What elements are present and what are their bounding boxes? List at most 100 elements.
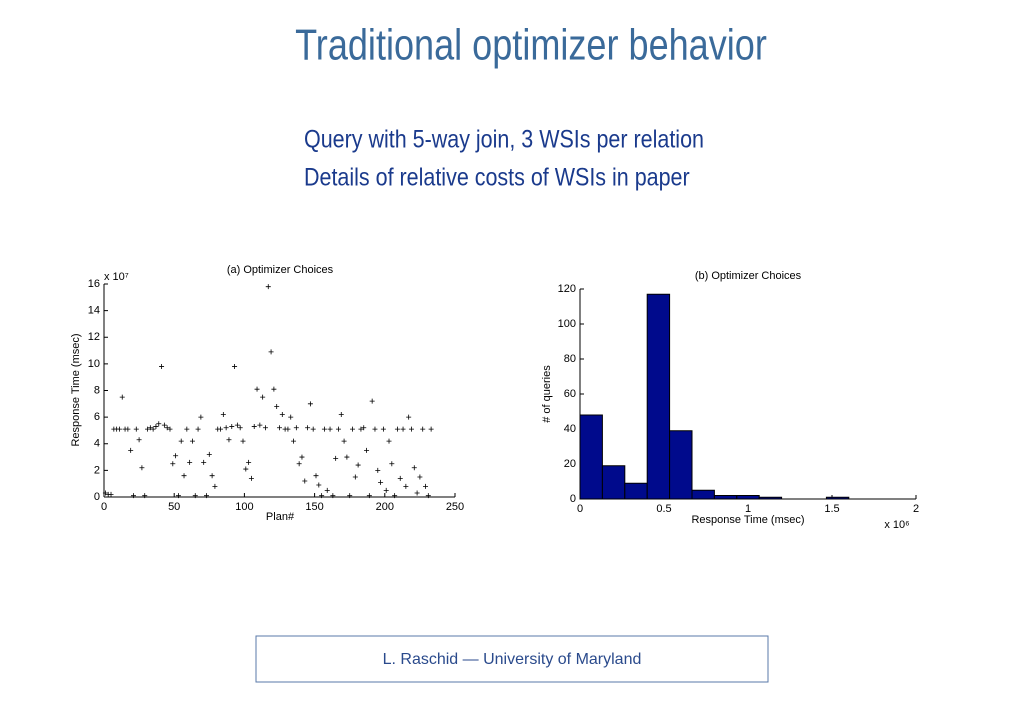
point <box>321 426 327 432</box>
point <box>299 454 305 460</box>
point <box>288 414 294 420</box>
point <box>142 493 148 499</box>
point <box>330 493 336 499</box>
point <box>130 493 136 499</box>
x-tick-label: 1 <box>745 503 751 515</box>
x-tick-label: 50 <box>168 501 180 513</box>
point <box>150 426 156 432</box>
point <box>184 426 190 432</box>
point <box>175 493 181 499</box>
point <box>102 490 108 496</box>
point <box>347 493 353 499</box>
y-tick-label: 8 <box>94 384 100 396</box>
point <box>156 421 162 427</box>
bar <box>669 430 693 500</box>
point <box>380 426 386 432</box>
axis-multiplier: x 10⁶ <box>884 519 909 531</box>
y-tick-label: 80 <box>564 353 576 365</box>
point <box>305 425 311 431</box>
point <box>406 414 412 420</box>
point <box>341 438 347 444</box>
point <box>403 483 409 489</box>
point <box>170 461 176 467</box>
point <box>164 425 170 431</box>
x-tick-label: 0 <box>101 501 107 513</box>
point <box>229 423 235 429</box>
y-tick-label: 20 <box>564 458 576 470</box>
point <box>277 425 282 431</box>
point <box>372 426 378 432</box>
point <box>400 426 406 432</box>
point <box>394 426 400 432</box>
x-tick-label: 2 <box>913 503 919 515</box>
point <box>161 422 167 428</box>
chart-title: (a) Optimizer Choices <box>227 264 334 276</box>
point <box>378 479 384 485</box>
point <box>167 426 173 432</box>
point <box>310 426 316 432</box>
point <box>319 493 325 499</box>
point <box>237 425 243 431</box>
point <box>361 425 367 431</box>
point <box>198 414 204 420</box>
point <box>271 386 277 392</box>
point <box>226 437 232 443</box>
point <box>392 493 398 499</box>
point <box>173 453 179 459</box>
point <box>386 438 392 444</box>
point <box>425 493 431 499</box>
bar <box>758 496 783 500</box>
bar <box>713 495 738 500</box>
point <box>203 493 209 499</box>
axis-multiplier: x 10⁷ <box>104 271 129 283</box>
point <box>338 411 344 417</box>
point <box>192 493 198 499</box>
x-tick-label: 100 <box>235 501 253 513</box>
x-tick-label: 200 <box>376 501 394 513</box>
point <box>220 411 226 417</box>
point <box>274 403 280 409</box>
point <box>262 425 268 431</box>
point <box>128 447 134 453</box>
y-tick-label: 60 <box>564 388 576 400</box>
bar <box>624 482 648 500</box>
point <box>335 426 341 432</box>
point <box>291 438 297 444</box>
bar <box>601 465 626 500</box>
y-tick-label: 16 <box>88 278 100 290</box>
footer-box <box>255 635 769 683</box>
point <box>414 490 420 496</box>
chart-title: (b) Optimizer Choices <box>695 270 802 282</box>
point <box>408 426 414 432</box>
point <box>218 426 224 432</box>
point <box>133 426 139 432</box>
point <box>147 425 153 431</box>
point <box>324 487 330 493</box>
point <box>383 487 389 493</box>
bar <box>736 495 760 500</box>
y-tick-label: 12 <box>88 331 100 343</box>
point <box>243 466 249 472</box>
point <box>355 462 361 468</box>
x-tick-label: 0 <box>577 503 583 515</box>
point <box>248 475 254 481</box>
point <box>189 438 195 444</box>
point <box>116 426 122 432</box>
x-axis-label: Plan# <box>266 511 295 523</box>
point <box>293 425 299 431</box>
point <box>212 483 218 489</box>
point <box>352 474 358 480</box>
y-axis-label: Response Time (msec) <box>70 333 82 446</box>
point <box>187 459 193 465</box>
point <box>254 386 260 392</box>
point <box>285 426 291 432</box>
point <box>145 426 151 432</box>
point <box>209 473 215 479</box>
point <box>159 364 165 370</box>
point <box>375 467 381 473</box>
point <box>206 451 212 457</box>
y-tick-label: 4 <box>94 438 100 450</box>
slide-title: Traditional optimizer behavior <box>295 20 767 69</box>
point <box>350 426 356 432</box>
